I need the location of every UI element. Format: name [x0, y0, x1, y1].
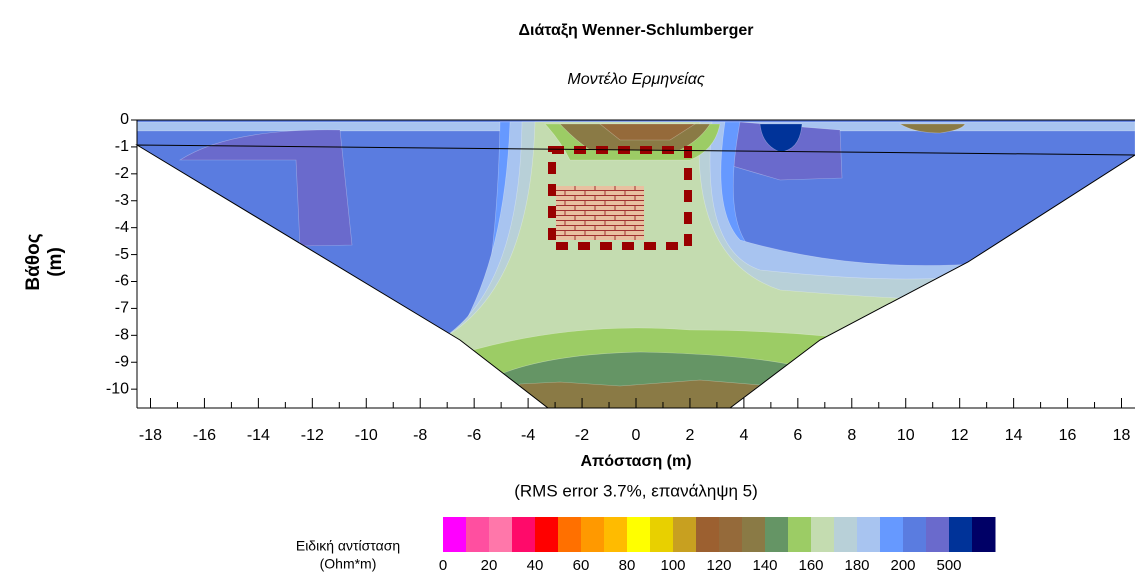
y-tick-label: -9 [115, 353, 129, 370]
x-tick-label: 8 [847, 427, 856, 444]
chart-subtitle: Μοντέλο Ερμηνείας [567, 71, 704, 88]
y-axis-label-unit: (m) [45, 247, 66, 277]
colorbar-tick-label: 180 [844, 557, 869, 574]
colorbar-swatch [834, 517, 858, 552]
y-tick-label: -1 [115, 138, 129, 155]
colorbar-tick-label: 60 [573, 557, 590, 574]
colorbar-swatch [949, 517, 973, 552]
x-tick-label: -2 [575, 427, 589, 444]
colorbar-swatch [604, 517, 628, 552]
colorbar-swatch [650, 517, 674, 552]
y-tick-label: -4 [115, 219, 129, 236]
colorbar-swatch [811, 517, 835, 552]
x-tick-label: -6 [467, 427, 481, 444]
colorbar-swatch [443, 517, 467, 552]
y-tick-label: 0 [120, 111, 129, 128]
y-tick-label: -8 [115, 327, 129, 344]
x-tick-label: 14 [1005, 427, 1023, 444]
brick-fill [556, 186, 644, 240]
colorbar-swatch [558, 517, 582, 552]
x-tick-label: 6 [793, 427, 802, 444]
colorbar-tick-label: 500 [936, 557, 961, 574]
x-tick-label: -18 [139, 427, 162, 444]
colorbar-swatch [581, 517, 605, 552]
y-axis-label: Βάθος [23, 233, 44, 290]
colorbar-swatch [673, 517, 697, 552]
colorbar-swatch [742, 517, 766, 552]
x-tick-label: -16 [193, 427, 216, 444]
colorbar-swatch [903, 517, 927, 552]
x-tick-label: 2 [685, 427, 694, 444]
colorbar-swatch [788, 517, 812, 552]
x-axis-label: Απόσταση (m) [580, 453, 691, 470]
colorbar-tick-label: 140 [752, 557, 777, 574]
colorbar-swatch [627, 517, 651, 552]
colorbar-tick-label: 100 [660, 557, 685, 574]
x-tick-label: -12 [301, 427, 324, 444]
x-tick-label: -14 [247, 427, 270, 444]
colorbar-tick-label: 0 [439, 557, 447, 574]
colorbar-tick-label: 200 [890, 557, 915, 574]
x-tick-label: 10 [897, 427, 915, 444]
x-tick-label: 0 [632, 427, 641, 444]
x-tick-label: 18 [1113, 427, 1131, 444]
colorbar-unit: (Ohm*m) [320, 556, 377, 572]
x-tick-label: 12 [951, 427, 969, 444]
y-tick-label: -7 [115, 300, 129, 317]
colorbar-tick-label: 120 [706, 557, 731, 574]
x-tick-label: 16 [1059, 427, 1077, 444]
colorbar-swatch [926, 517, 950, 552]
x-tick-label: -10 [355, 427, 378, 444]
colorbar-swatch [880, 517, 904, 552]
colorbar-swatch [512, 517, 536, 552]
x-tick-label: 4 [739, 427, 748, 444]
colorbar-swatch [857, 517, 881, 552]
y-tick-label: -6 [115, 273, 129, 290]
note: (RMS error 3.7%, επανάληψη 5) [514, 481, 758, 500]
chart-title: Διάταξη Wenner-Schlumberger [519, 22, 754, 39]
colorbar-swatch [535, 517, 559, 552]
colorbar-swatch [972, 517, 996, 552]
colorbar-label: Ειδική αντίσταση [296, 538, 400, 554]
colorbar-swatch [765, 517, 789, 552]
y-tick-label: -5 [115, 246, 129, 263]
colorbar-swatch [489, 517, 513, 552]
colorbar-swatch [696, 517, 720, 552]
y-tick-label: -10 [106, 380, 129, 397]
colorbar-swatch [466, 517, 490, 552]
y-tick-label: -3 [115, 192, 129, 209]
chart: Διάταξη Wenner-Schlumberger Μοντέλο Ερμη… [0, 0, 1135, 577]
colorbar-tick-label: 160 [798, 557, 823, 574]
x-tick-label: -4 [521, 427, 535, 444]
colorbar-tick-label: 20 [481, 557, 498, 574]
x-tick-label: -8 [413, 427, 427, 444]
y-tick-label: -2 [115, 165, 129, 182]
colorbar-swatch [719, 517, 743, 552]
colorbar-tick-label: 80 [619, 557, 636, 574]
colorbar-tick-label: 40 [527, 557, 544, 574]
contour-map [137, 120, 1135, 408]
